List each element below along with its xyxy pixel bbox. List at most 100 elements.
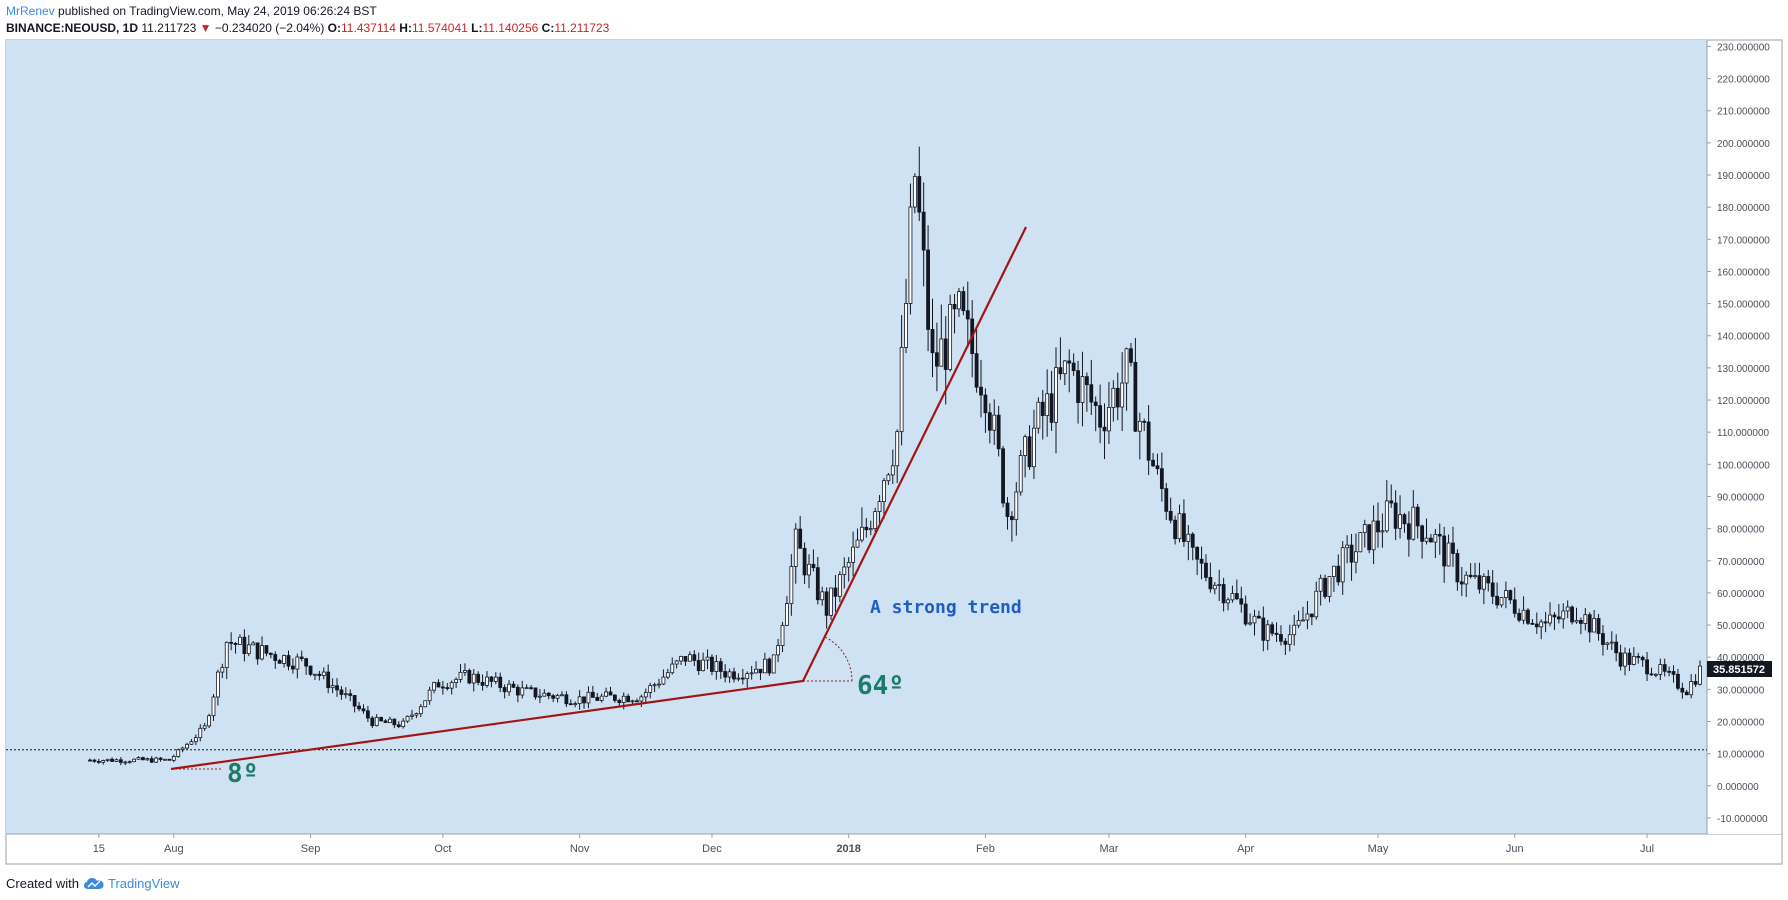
candle-body xyxy=(577,696,582,705)
candle-body xyxy=(1071,362,1076,372)
candle-body xyxy=(255,642,260,660)
y-axis-ticks: 230.000000 220.000000 210.000000 200.000000… xyxy=(1707,42,1770,825)
candle-body xyxy=(621,695,626,703)
candle-body xyxy=(1574,619,1579,623)
candle-body xyxy=(648,685,653,693)
candle-body xyxy=(1508,590,1513,601)
candles-group xyxy=(88,146,1702,766)
candle-body xyxy=(365,710,370,719)
candle-body xyxy=(639,696,644,702)
candle-body xyxy=(1076,370,1080,404)
publish-info: MrRenev published on TradingView.com, Ma… xyxy=(6,4,377,18)
candle-body xyxy=(229,641,234,644)
candle-body xyxy=(145,758,150,761)
candle-body xyxy=(1257,615,1261,619)
candle-body xyxy=(1239,598,1244,605)
candle-body xyxy=(952,303,957,310)
candle-body xyxy=(1098,405,1103,428)
candle-body xyxy=(586,691,591,704)
candle-body xyxy=(1464,574,1469,585)
author-link[interactable]: MrRenev xyxy=(6,4,55,18)
candle-body xyxy=(1543,621,1548,624)
candle-body xyxy=(449,682,454,689)
price-chart[interactable]: 230.000000 220.000000 210.000000 200.000000… xyxy=(0,0,1788,870)
candle-body xyxy=(705,656,710,661)
tradingview-brand: TradingView xyxy=(107,876,180,891)
candle-body xyxy=(242,636,247,654)
price-axis[interactable] xyxy=(1708,41,1781,834)
candle-body xyxy=(1459,581,1464,585)
candle-body xyxy=(595,697,600,701)
candle-body xyxy=(1698,665,1702,685)
candle-body xyxy=(1393,502,1398,529)
symbol-legend: BINANCE:NEOUSD, 1D 11.211723 ▼ −0.234020… xyxy=(6,21,609,35)
candle-body xyxy=(282,655,286,664)
symbol-name[interactable]: BINANCE:NEOUSD, 1D xyxy=(6,21,139,35)
candle-body xyxy=(749,672,754,675)
candle-body xyxy=(992,414,997,431)
x-tick-label: Jul xyxy=(1640,843,1654,855)
candle-body xyxy=(202,725,207,729)
tradingview-link[interactable]: TradingView xyxy=(83,876,180,891)
candle-body xyxy=(216,671,220,698)
candle-body xyxy=(1009,516,1014,521)
footer: Created with TradingView xyxy=(6,876,180,891)
last-price: 11.211723 xyxy=(141,21,197,35)
candle-body xyxy=(515,686,520,696)
candle-body xyxy=(1490,582,1495,597)
candle-body xyxy=(348,693,353,696)
candle-body xyxy=(1442,535,1447,567)
candle-body xyxy=(233,643,238,645)
candle-body xyxy=(714,661,719,672)
candle-body xyxy=(1296,620,1301,626)
candle-body xyxy=(189,741,194,745)
candle-body xyxy=(1406,523,1411,540)
candle-body xyxy=(286,655,291,667)
y-tick-label: 170.000000 xyxy=(1717,235,1770,246)
candle-body xyxy=(339,689,344,695)
candle-body xyxy=(1080,376,1085,404)
candle-body xyxy=(820,591,825,601)
candle-body xyxy=(410,714,414,717)
candle-body xyxy=(590,691,595,698)
candle-body xyxy=(1587,614,1592,633)
candle-body xyxy=(392,718,397,726)
candle-body xyxy=(776,645,781,656)
candle-body xyxy=(1062,360,1067,375)
candle-body xyxy=(1601,633,1605,645)
candle-body xyxy=(1177,513,1182,540)
candle-body xyxy=(1221,584,1226,604)
candle-body xyxy=(423,700,428,708)
candle-body xyxy=(974,353,979,388)
candle-body xyxy=(357,705,361,710)
candle-body xyxy=(837,574,842,597)
candle-body xyxy=(418,706,423,715)
candle-body xyxy=(921,211,926,251)
candle-body xyxy=(1592,618,1597,633)
candle-body xyxy=(1049,393,1054,423)
x-tick-label: Mar xyxy=(1099,843,1118,855)
candle-body xyxy=(1023,436,1028,456)
x-tick-label: Aug xyxy=(164,843,184,855)
candle-body xyxy=(643,692,648,698)
candle-body xyxy=(1429,537,1433,543)
candle-body xyxy=(1243,603,1248,625)
y-tick-label: 180.000000 xyxy=(1717,203,1770,214)
candle-body xyxy=(352,695,357,707)
candle-body xyxy=(1058,367,1063,375)
candle-body xyxy=(860,526,864,541)
candle-body xyxy=(396,724,401,728)
candle-body xyxy=(538,695,542,698)
candle-body xyxy=(1340,547,1345,583)
candle-body xyxy=(326,671,331,689)
plot-area[interactable] xyxy=(6,40,1707,834)
candle-body xyxy=(793,528,798,567)
time-axis[interactable] xyxy=(7,835,1707,863)
candle-body xyxy=(361,708,366,712)
candle-body xyxy=(1309,613,1314,618)
candle-body xyxy=(1614,641,1619,654)
candle-body xyxy=(789,566,794,605)
candle-body xyxy=(264,645,269,654)
candle-body xyxy=(943,338,948,370)
candle-body xyxy=(710,656,714,672)
